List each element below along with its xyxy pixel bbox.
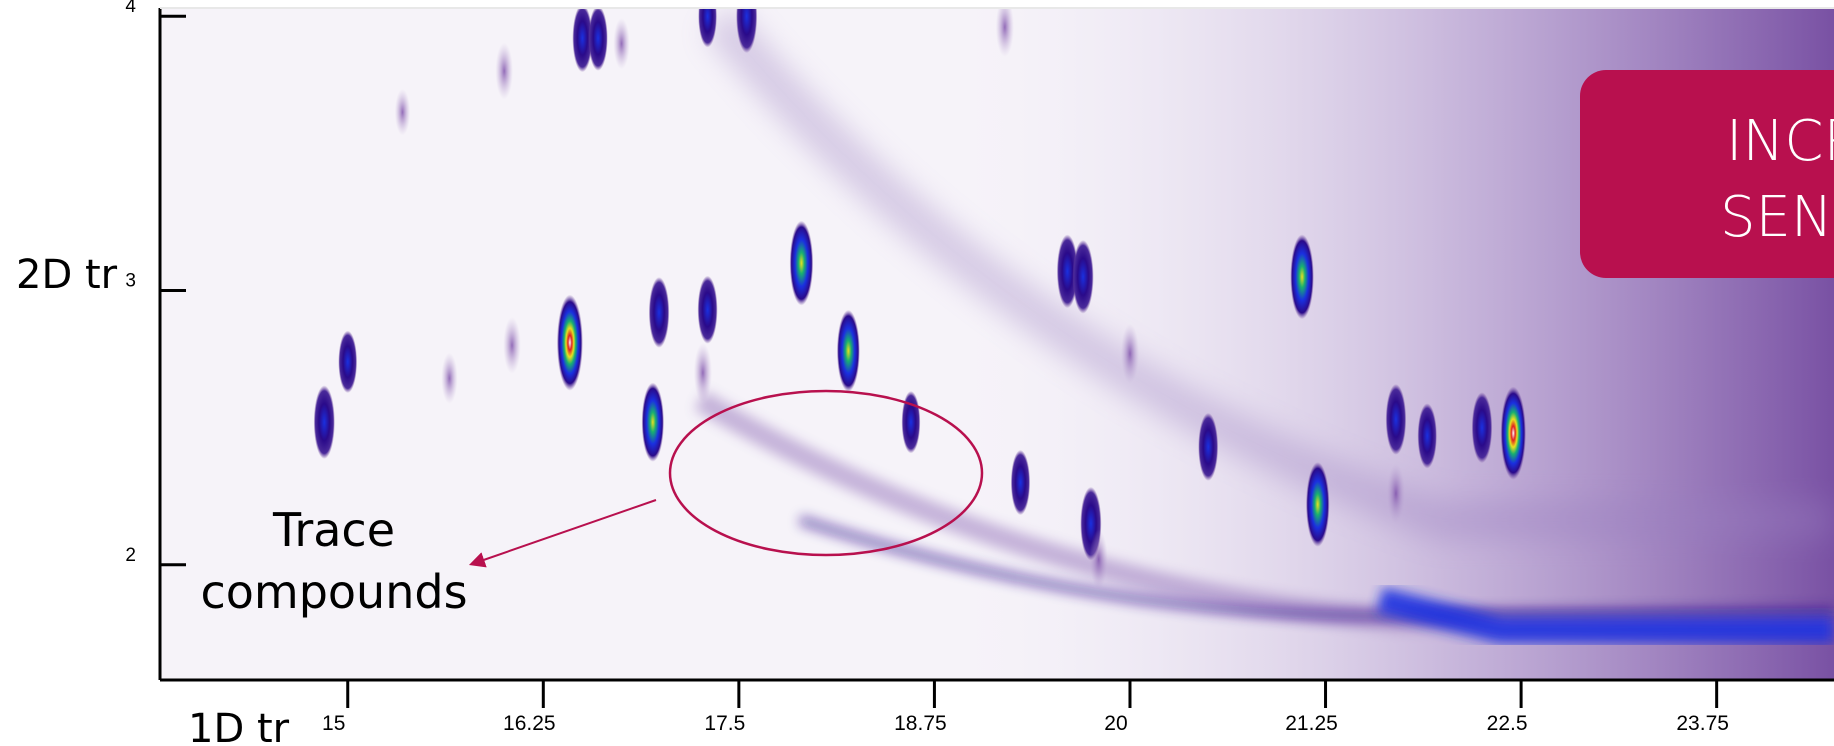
peak-spot xyxy=(995,8,1014,57)
bleed-band-upper xyxy=(704,8,1834,540)
peak-spot xyxy=(789,220,814,306)
peak-spot xyxy=(1072,239,1094,314)
peak-spot xyxy=(1056,234,1079,309)
x-tick-label: 20 xyxy=(1104,712,1127,735)
y-axis-label: 2D tr xyxy=(16,252,118,298)
x-tick-label: 21.25 xyxy=(1285,712,1338,735)
callout-line-1: INCR xyxy=(1726,109,1834,174)
peak-spot xyxy=(613,18,630,70)
peak-spot xyxy=(648,277,670,348)
peak-spot xyxy=(441,352,458,404)
x-tick-label: 16.25 xyxy=(503,712,556,735)
peak-spot xyxy=(1471,392,1493,464)
column-bleed-gradient xyxy=(160,8,1834,680)
peak-spot xyxy=(1089,529,1108,590)
peak-spot xyxy=(1290,234,1314,320)
x-tick-label: 18.75 xyxy=(894,712,947,735)
x-tick-label: 23.75 xyxy=(1676,712,1729,735)
peak-spot xyxy=(1305,462,1330,547)
bleed-band-lower xyxy=(798,515,1834,621)
peak-spot xyxy=(313,385,335,459)
peak-spot xyxy=(503,316,521,374)
x-axis-label: 1D tr xyxy=(188,706,290,746)
peak-spot xyxy=(1198,412,1219,481)
peak-spot xyxy=(641,382,665,462)
x-tick-label: 15 xyxy=(322,712,345,735)
peak-spot xyxy=(556,294,583,391)
peak-spot xyxy=(338,330,358,394)
plot-area xyxy=(160,8,1834,680)
y-ticks: 2 3 4 xyxy=(125,0,186,567)
y-tick-label: 4 xyxy=(125,0,136,17)
peak-spot xyxy=(394,88,411,136)
peak-spot xyxy=(1386,463,1406,524)
trace-compounds-ellipse xyxy=(668,389,984,557)
peak-spot xyxy=(836,309,860,392)
peak-spot xyxy=(698,8,717,48)
peak-spot xyxy=(572,8,593,73)
peak-spot xyxy=(495,42,513,100)
peak-spot xyxy=(901,390,921,454)
callout-line-2: SEN xyxy=(1720,185,1833,250)
peak-spot xyxy=(736,8,758,54)
x-tick-label: 22.5 xyxy=(1487,712,1528,735)
peak-spot xyxy=(693,343,712,403)
peak-spot xyxy=(1010,449,1031,516)
peak-spot xyxy=(588,8,608,71)
peak-spot xyxy=(1385,384,1407,455)
peak-spot xyxy=(1120,323,1140,384)
x-ticks: 15 16.25 17.5 18.75 20 21.25 22.5 23.75 xyxy=(322,680,1729,735)
annotation-line-2: compounds xyxy=(200,565,467,619)
peak-spot xyxy=(697,275,718,344)
x-tick-label: 17.5 xyxy=(704,712,745,735)
peaks-group xyxy=(313,8,1526,590)
peak-spot xyxy=(1417,403,1437,469)
trace-compounds-arrow xyxy=(468,499,657,568)
peak-spot xyxy=(1500,386,1526,480)
annotation-line-1: Trace xyxy=(272,503,395,557)
callout-box xyxy=(1580,70,1834,278)
y-tick-label: 2 xyxy=(125,545,136,566)
y-tick-label: 3 xyxy=(125,271,136,292)
